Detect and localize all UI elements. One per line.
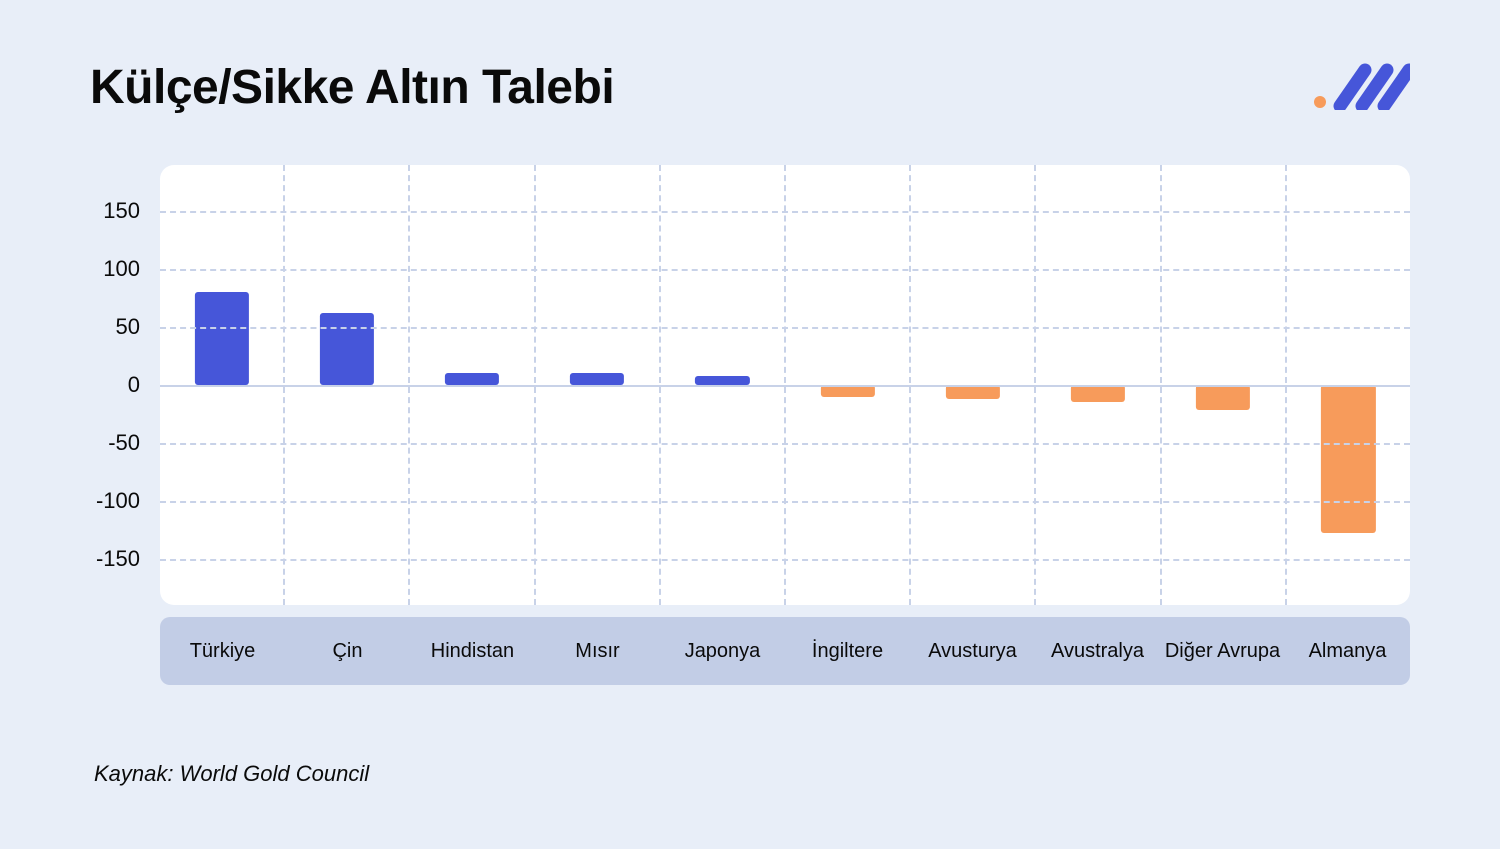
y-axis: 150 100 50 0 -50 -100 -150 — [90, 165, 150, 605]
y-tick-label: -50 — [108, 430, 140, 456]
bar — [320, 313, 374, 385]
x-tick-label: Diğer Avrupa — [1160, 617, 1285, 685]
y-tick-label: 0 — [128, 372, 140, 398]
x-axis: TürkiyeÇinHindistanMısırJaponyaİngiltere… — [160, 617, 1410, 685]
plot-area — [160, 165, 1410, 605]
x-tick-label: Avustralya — [1035, 617, 1160, 685]
bar — [695, 376, 749, 385]
bar — [194, 292, 248, 385]
gridline — [160, 559, 1410, 561]
source-attribution: Kaynak: World Gold Council — [90, 761, 1410, 787]
gridline — [160, 443, 1410, 445]
gridline — [160, 327, 1410, 329]
x-tick-label: İngiltere — [785, 617, 910, 685]
x-tick-label: Mısır — [535, 617, 660, 685]
brand-logo-icon — [1310, 60, 1410, 110]
y-tick-label: 150 — [103, 198, 140, 224]
x-tick-label: Avusturya — [910, 617, 1035, 685]
bar — [1321, 385, 1375, 533]
gridline — [160, 501, 1410, 503]
gridline — [160, 269, 1410, 271]
bar — [1071, 385, 1125, 402]
bar-chart: 150 100 50 0 -50 -100 -150 TürkiyeÇinHindistan… — [90, 165, 1410, 685]
bar — [1196, 385, 1250, 410]
zero-gridline — [160, 385, 1410, 387]
x-tick-label: Japonya — [660, 617, 785, 685]
bar — [946, 385, 1000, 399]
x-tick-label: Hindistan — [410, 617, 535, 685]
x-tick-label: Çin — [285, 617, 410, 685]
chart-title: Külçe/Sikke Altın Talebi — [90, 60, 614, 115]
y-tick-label: 100 — [103, 256, 140, 282]
bar — [570, 373, 624, 385]
y-tick-label: -100 — [96, 488, 140, 514]
bar — [445, 373, 499, 385]
y-tick-label: 50 — [116, 314, 140, 340]
x-tick-label: Türkiye — [160, 617, 285, 685]
y-tick-label: -150 — [96, 546, 140, 572]
gridline — [160, 211, 1410, 213]
x-tick-label: Almanya — [1285, 617, 1410, 685]
